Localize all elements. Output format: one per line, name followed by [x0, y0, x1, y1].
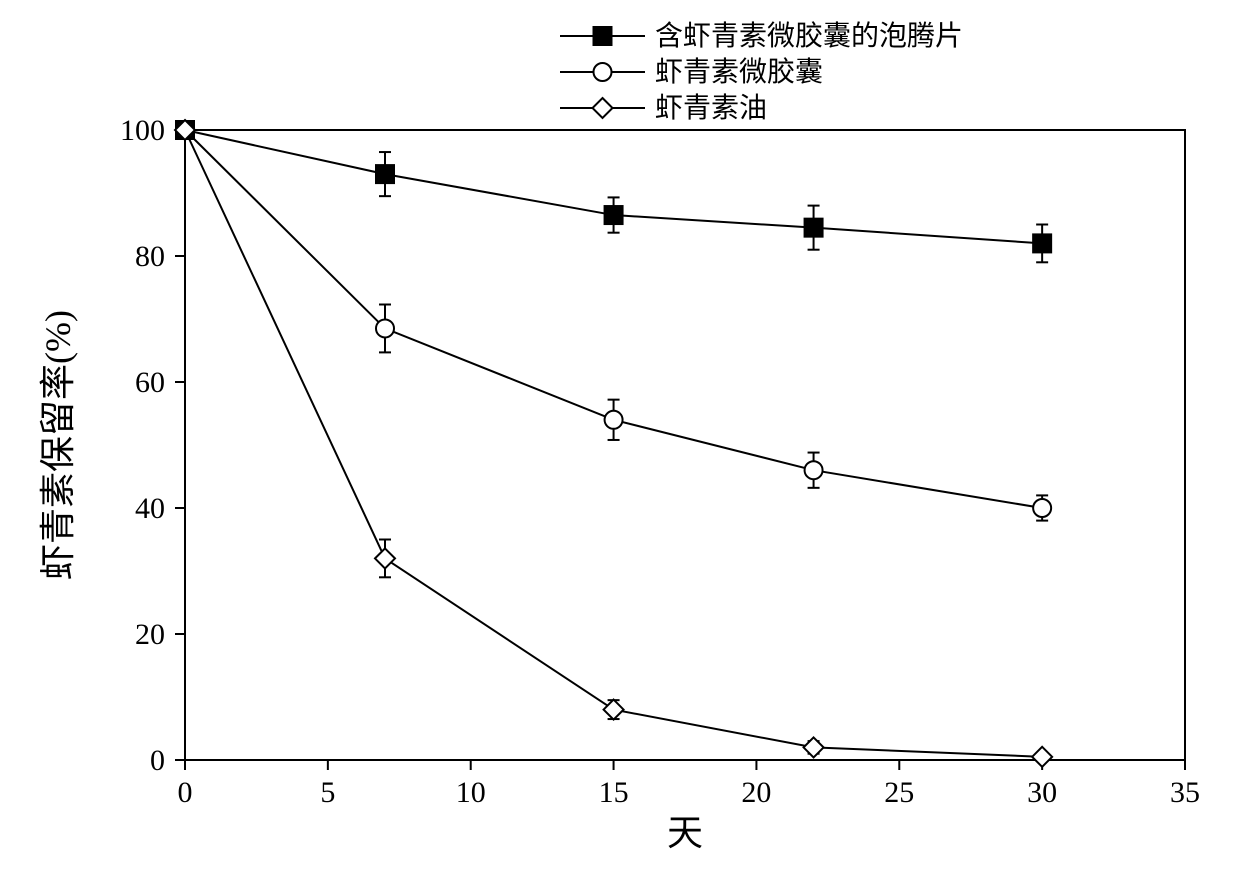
- series-s2: [176, 121, 1051, 521]
- marker: [376, 165, 394, 183]
- plot-frame: [185, 130, 1185, 760]
- retention-chart: 0 5 10 15 20 25 30 35 0 20 40 60 80 100 天 虾青素保留率(%) 含虾青素…: [0, 0, 1240, 893]
- marker: [375, 548, 395, 568]
- legend-label: 含虾青素微胶囊的泡腾片: [655, 20, 963, 52]
- legend-label: 虾青素微胶囊: [655, 56, 823, 88]
- marker: [376, 319, 394, 337]
- x-tick-label: 10: [456, 776, 486, 809]
- legend-item: 含虾青素微胶囊的泡腾片: [560, 20, 963, 52]
- legend-marker: [593, 98, 613, 118]
- y-tick-label: 0: [150, 744, 165, 777]
- marker: [605, 206, 623, 224]
- x-tick-label: 30: [1027, 776, 1057, 809]
- legend-item: 虾青素微胶囊: [560, 56, 823, 88]
- marker: [605, 411, 623, 429]
- series-line: [185, 130, 1042, 508]
- marker: [804, 737, 824, 757]
- y-tick-label: 40: [135, 492, 165, 525]
- marker: [1033, 499, 1051, 517]
- marker: [1032, 747, 1052, 767]
- y-tick-label: 60: [135, 366, 165, 399]
- x-tick-label: 35: [1170, 776, 1200, 809]
- y-tick-label: 20: [135, 618, 165, 651]
- chart-svg: 0 5 10 15 20 25 30 35 0 20 40 60 80 100 天 虾青素保留率(%) 含虾青素…: [0, 0, 1240, 893]
- x-tick-label: 25: [884, 776, 914, 809]
- legend-label: 虾青素油: [655, 92, 767, 124]
- marker: [604, 700, 624, 720]
- x-tick-label: 5: [320, 776, 335, 809]
- marker: [805, 219, 823, 237]
- series-s1: [176, 121, 1051, 262]
- marker: [1033, 234, 1051, 252]
- y-tick-label: 100: [120, 114, 165, 147]
- legend-marker: [594, 63, 612, 81]
- y-tick-label: 80: [135, 240, 165, 273]
- legend: 含虾青素微胶囊的泡腾片虾青素微胶囊虾青素油: [560, 20, 963, 124]
- x-tick-label: 0: [178, 776, 193, 809]
- y-axis-label: 虾青素保留率(%): [38, 310, 78, 580]
- legend-item: 虾青素油: [560, 92, 767, 124]
- x-tick-label: 15: [599, 776, 629, 809]
- x-tick-label: 20: [741, 776, 771, 809]
- x-axis-label: 天: [667, 813, 703, 853]
- legend-marker: [594, 27, 612, 45]
- marker: [805, 461, 823, 479]
